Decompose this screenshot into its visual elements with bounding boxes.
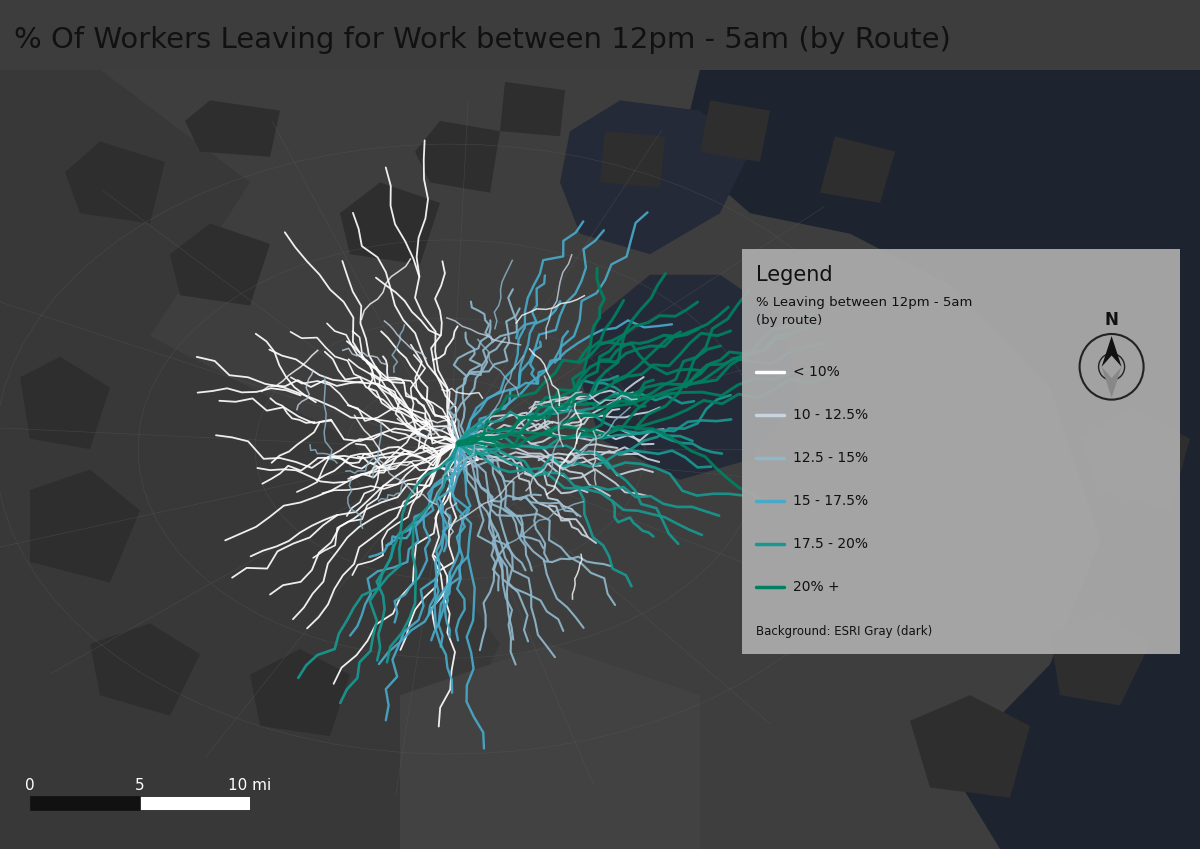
Text: < 10%: < 10% xyxy=(793,365,839,379)
Polygon shape xyxy=(170,223,270,306)
Text: Background: ESRI Gray (dark): Background: ESRI Gray (dark) xyxy=(756,625,932,638)
Polygon shape xyxy=(1102,336,1122,367)
Text: Legend: Legend xyxy=(756,265,833,285)
Text: 10 - 12.5%: 10 - 12.5% xyxy=(793,408,868,422)
Polygon shape xyxy=(30,469,140,582)
Polygon shape xyxy=(820,137,895,203)
Bar xyxy=(742,249,1180,654)
Polygon shape xyxy=(250,649,350,736)
Polygon shape xyxy=(1050,613,1150,706)
Polygon shape xyxy=(400,644,700,849)
Text: N: N xyxy=(1105,311,1118,329)
Text: % Leaving between 12pm - 5am
(by route): % Leaving between 12pm - 5am (by route) xyxy=(756,296,972,327)
Text: 20% +: 20% + xyxy=(793,581,839,594)
Polygon shape xyxy=(0,70,250,336)
Polygon shape xyxy=(1080,408,1190,510)
Polygon shape xyxy=(90,623,200,716)
Polygon shape xyxy=(185,100,280,157)
Bar xyxy=(140,796,250,810)
Bar xyxy=(30,796,140,810)
Polygon shape xyxy=(20,357,110,449)
Text: % Of Workers Leaving for Work between 12pm - 5am (by Route): % Of Workers Leaving for Work between 12… xyxy=(14,26,952,54)
Text: 0: 0 xyxy=(25,778,35,793)
Text: 10 mi: 10 mi xyxy=(228,778,271,793)
Polygon shape xyxy=(1102,367,1122,397)
Polygon shape xyxy=(600,131,665,188)
Polygon shape xyxy=(700,100,770,162)
Polygon shape xyxy=(910,695,1030,798)
Polygon shape xyxy=(340,183,440,265)
Polygon shape xyxy=(680,70,1200,849)
Polygon shape xyxy=(560,100,750,254)
Polygon shape xyxy=(500,82,565,137)
Polygon shape xyxy=(415,121,500,193)
Text: 17.5 - 20%: 17.5 - 20% xyxy=(793,537,868,551)
Text: 12.5 - 15%: 12.5 - 15% xyxy=(793,451,868,465)
Text: 5: 5 xyxy=(136,778,145,793)
Polygon shape xyxy=(65,142,166,223)
Polygon shape xyxy=(580,275,800,480)
Text: 15 - 17.5%: 15 - 17.5% xyxy=(793,494,868,509)
Polygon shape xyxy=(0,336,500,849)
